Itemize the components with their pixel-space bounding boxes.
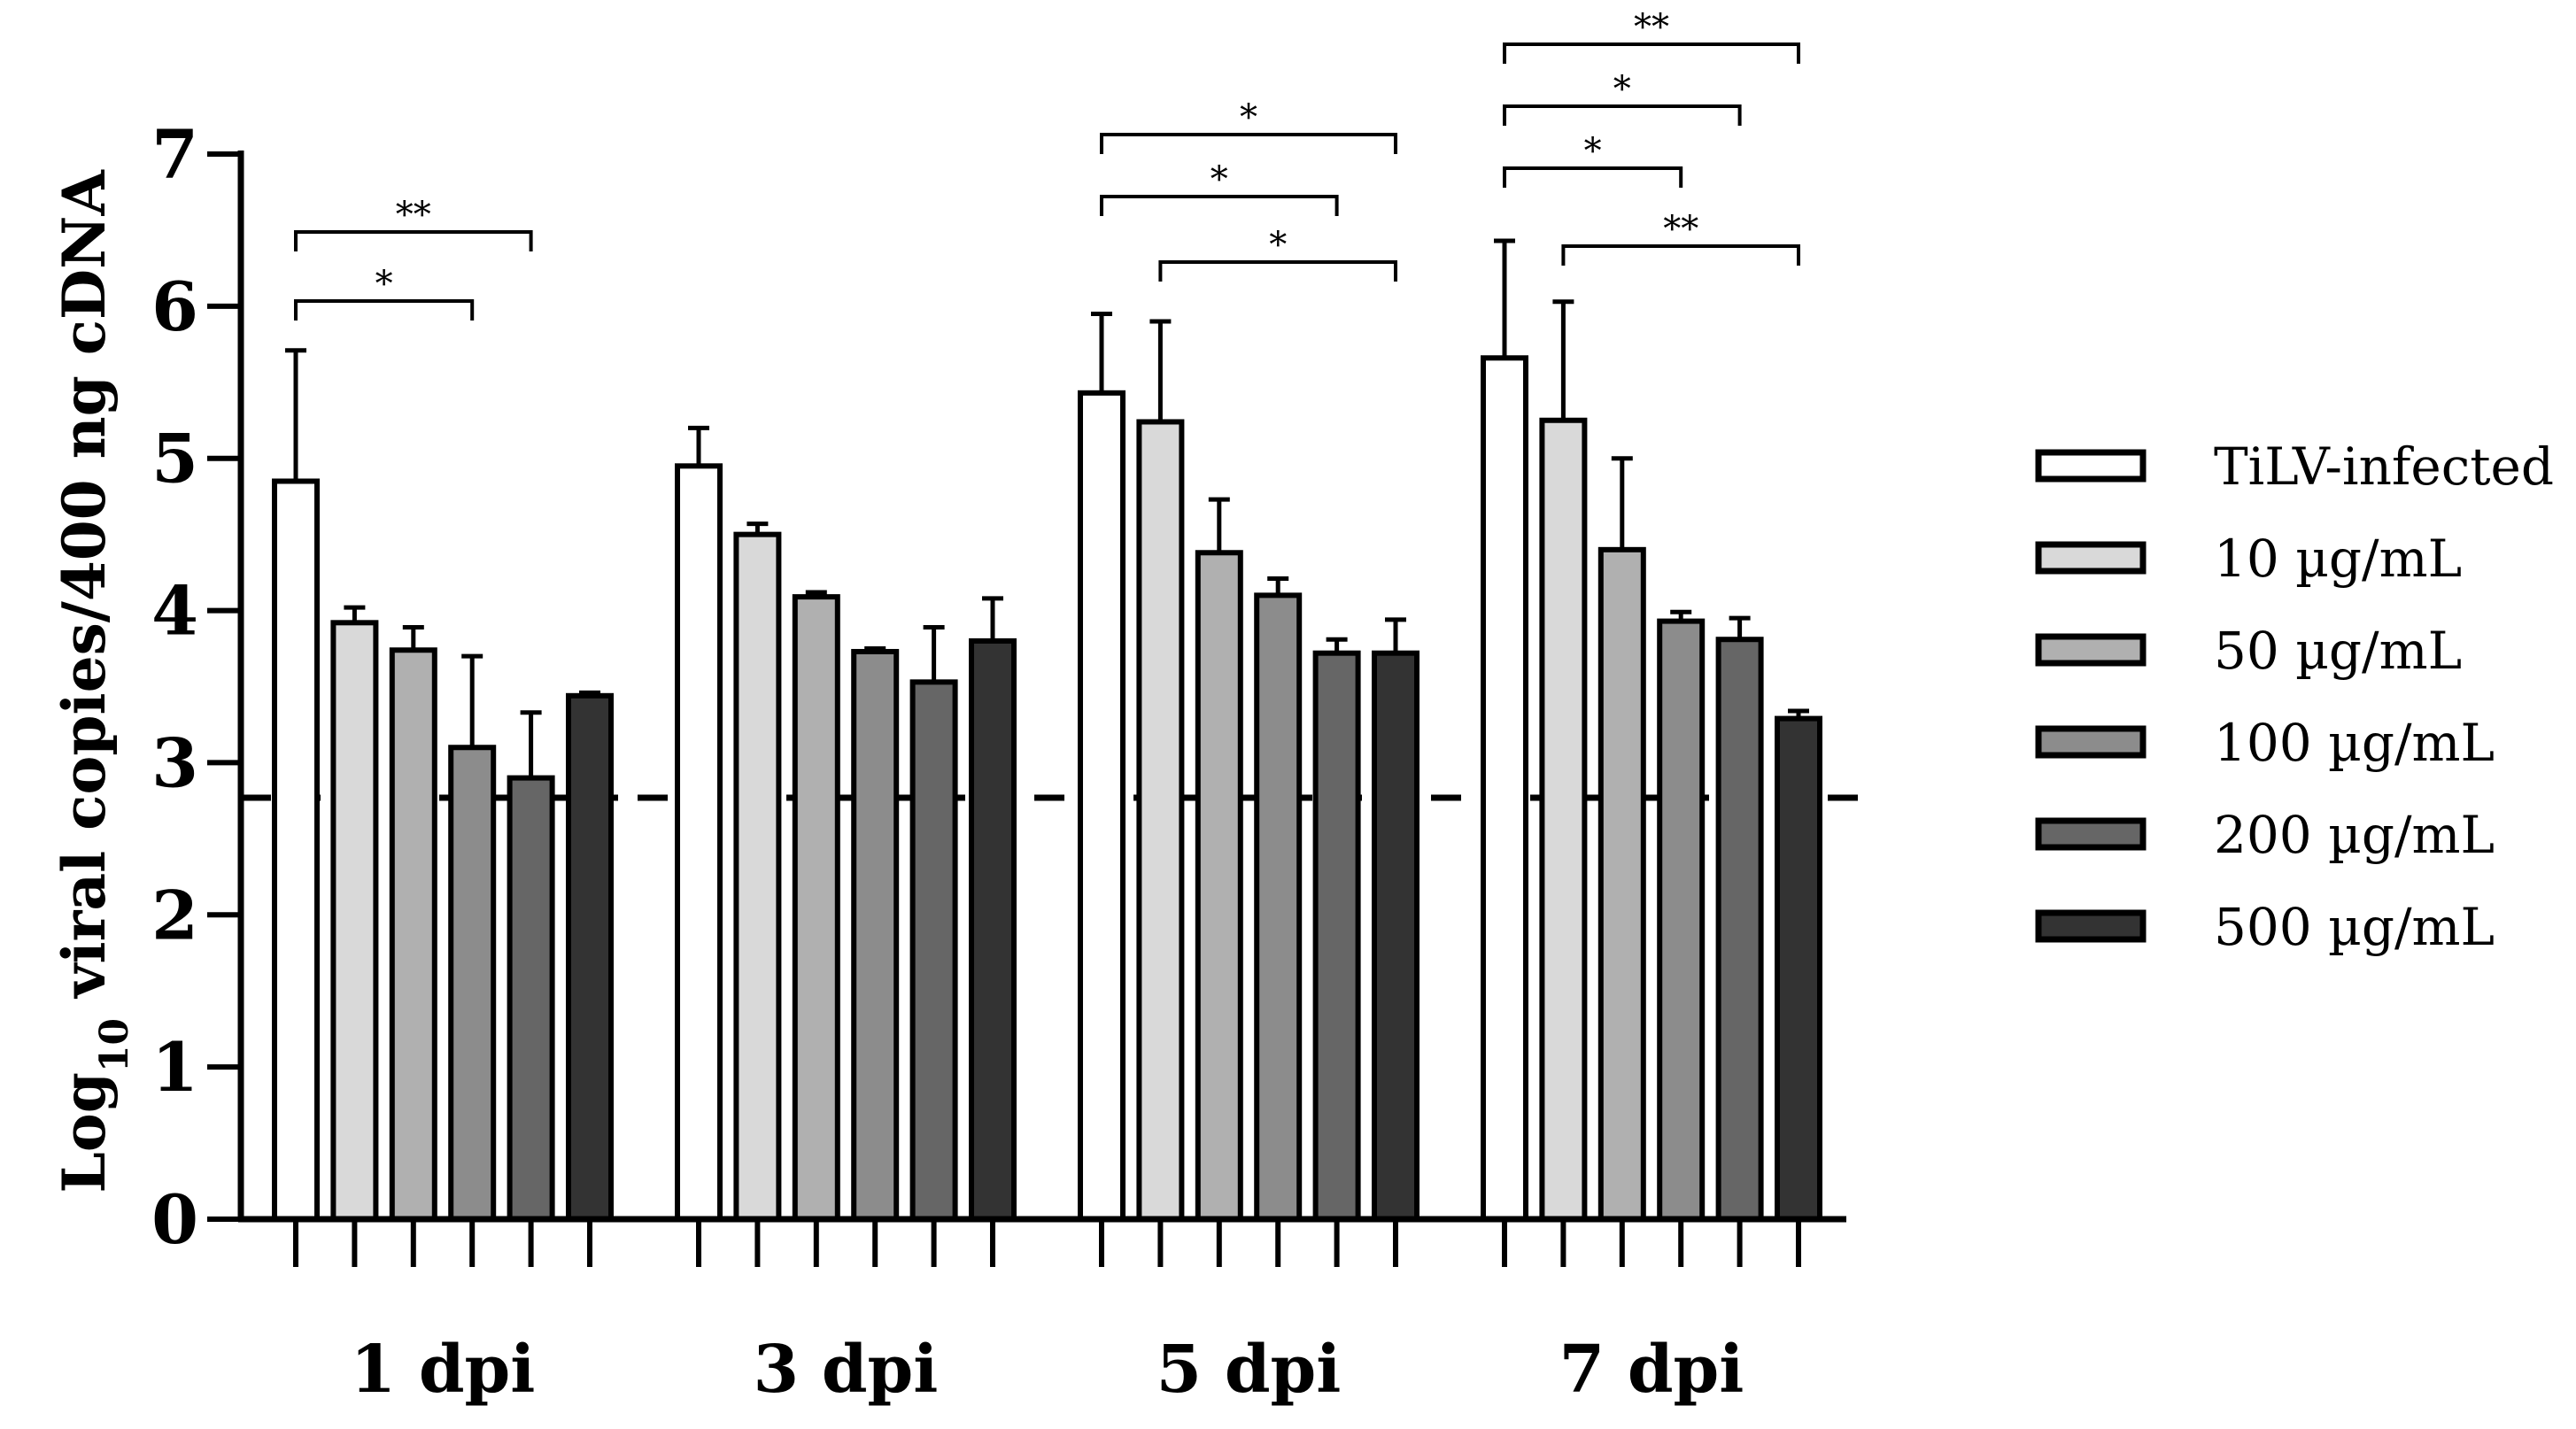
x-category-label: 7 dpi [1559,1332,1744,1408]
bar [1657,618,1706,1222]
significance-bracket [1158,260,1397,282]
legend-label: 10 µg/mL [2214,529,2462,589]
significance-label: * [1211,159,1228,200]
significance-bracket [1503,42,1800,64]
bar [1312,650,1361,1222]
x-category-label: 5 dpi [1156,1332,1342,1408]
significance-label: * [1613,69,1631,110]
bar [792,594,840,1222]
significance-label: * [1269,225,1287,266]
significance-label: * [1240,97,1257,138]
significance-bracket [1503,104,1742,126]
significance-bracket [1503,166,1683,188]
bar [448,745,497,1222]
y-tick-label: 0 [151,1180,198,1259]
significance-bracket [1100,133,1397,154]
bar [272,478,320,1222]
legend-swatch [2035,817,2147,851]
legend-label: 100 µg/mL [2214,713,2495,773]
significance-bracket [1100,195,1339,216]
y-tick-label: 3 [151,723,198,802]
significance-label: ** [1663,209,1698,250]
significance-label: * [1584,131,1602,172]
significance-label: ** [1634,7,1669,48]
bar [1136,419,1185,1222]
significance-label: ** [396,195,431,236]
bar [1597,546,1646,1222]
x-category-label: 3 dpi [754,1332,939,1408]
bar [1481,355,1528,1222]
bar [675,463,723,1222]
y-axis-label-rest: viral copies/400 ng cDNA [50,170,119,1018]
legend-swatch [2035,725,2147,759]
bar [909,679,958,1222]
legend-swatch [2035,633,2147,667]
significance-bracket [1561,244,1800,266]
bar [507,775,555,1222]
x-category-label: 1 dpi [351,1332,536,1408]
legend-swatch [2035,449,2147,483]
legend-label: TiLV-infected [2214,436,2554,497]
bar [851,648,900,1222]
bar [733,531,782,1222]
y-axis-label-subscript: 10 [92,1018,137,1072]
y-tick-label: 7 [151,115,198,194]
bar [389,647,437,1222]
legend-label: 50 µg/mL [2214,621,2462,681]
y-axis-label-main: Log [50,1072,119,1193]
y-tick-label: 4 [151,572,198,651]
bar [1539,417,1588,1222]
bar [969,637,1017,1222]
bar [1775,715,1822,1222]
bar [1078,390,1126,1222]
legend-label: 200 µg/mL [2214,805,2495,865]
y-axis-label: Log10 viral copies/400 ng cDNA [50,170,137,1193]
bar [1195,550,1243,1222]
y-tick-label: 2 [151,876,198,954]
bar [1372,650,1420,1222]
significance-label: * [375,264,393,305]
y-tick-label: 5 [151,420,198,498]
legend-swatch [2035,541,2147,575]
y-tick-label: 6 [151,267,198,346]
legend-label: 500 µg/mL [2214,897,2495,957]
bar [330,620,379,1222]
significance-bracket [294,299,475,321]
bar [1254,592,1303,1222]
bar [1715,637,1764,1222]
bar [566,692,614,1222]
y-tick-label: 1 [151,1028,198,1107]
legend-swatch [2035,909,2147,943]
significance-bracket [294,230,533,251]
